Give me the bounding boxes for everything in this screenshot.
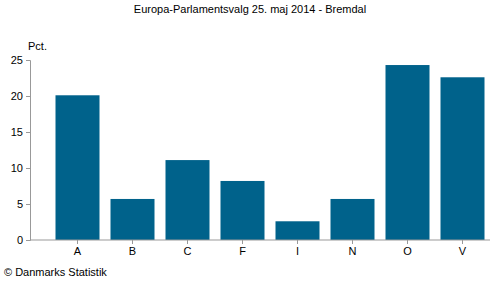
x-tick-label: V [459, 245, 467, 257]
bar [276, 221, 320, 240]
bar [166, 160, 210, 240]
chart: Europa-Parlamentsvalg 25. maj 2014 - Bre… [0, 0, 500, 282]
y-tick: 0 [17, 234, 30, 246]
y-tick: 10 [11, 162, 30, 174]
x-tick: N [349, 240, 357, 257]
x-axis: ABCFINOV [30, 240, 490, 257]
bar [386, 65, 430, 240]
bar [111, 199, 155, 240]
x-tick: I [296, 240, 299, 257]
x-tick-mark [187, 240, 188, 244]
x-tick-mark [407, 240, 408, 244]
source: © Danmarks Statistik [4, 266, 107, 278]
y-tick-mark [26, 204, 30, 205]
y-tick: 25 [11, 54, 30, 66]
x-tick-mark [242, 240, 243, 244]
y-tick-label: 5 [17, 198, 23, 210]
y-tick-mark [26, 240, 30, 241]
x-tick-mark [462, 240, 463, 244]
y-axis-line [26, 61, 31, 241]
title: Europa-Parlamentsvalg 25. maj 2014 - Bre… [134, 3, 366, 15]
x-tick-label: C [184, 245, 192, 257]
y-tick: 20 [11, 90, 30, 102]
x-tick: B [129, 240, 136, 257]
bar [441, 77, 485, 240]
x-tick-label: A [74, 245, 82, 257]
bar [221, 181, 265, 240]
y-tick-label: 25 [11, 54, 23, 66]
x-tick: O [403, 240, 412, 257]
y-tick-label: 0 [17, 234, 23, 246]
y-tick-label: 10 [11, 162, 23, 174]
x-tick-mark [297, 240, 298, 244]
x-tick: F [239, 240, 246, 257]
x-tick-label: F [239, 245, 246, 257]
x-axis-line [30, 240, 490, 241]
y-tick-mark [26, 60, 30, 61]
x-tick: A [74, 240, 82, 257]
y-tick-label: 20 [11, 90, 23, 102]
x-tick-mark [77, 240, 78, 244]
y-axis-title: Pct. [28, 40, 47, 52]
bars [56, 65, 485, 240]
bar [56, 95, 100, 240]
x-tick-mark [352, 240, 353, 244]
x-tick: C [184, 240, 192, 257]
y-tick-mark [26, 96, 30, 97]
x-tick-label: I [296, 245, 299, 257]
y-axis: 0 5 10 15 20 25 [11, 54, 31, 246]
x-tick: V [459, 240, 467, 257]
x-tick-label: B [129, 245, 136, 257]
x-tick-label: O [403, 245, 412, 257]
y-tick-mark [26, 168, 30, 169]
y-tick-mark [26, 132, 30, 133]
bar [331, 199, 375, 240]
x-tick-label: N [349, 245, 357, 257]
y-tick: 5 [17, 198, 30, 210]
x-tick-mark [132, 240, 133, 244]
y-tick-label: 15 [11, 126, 23, 138]
y-tick: 15 [11, 126, 30, 138]
